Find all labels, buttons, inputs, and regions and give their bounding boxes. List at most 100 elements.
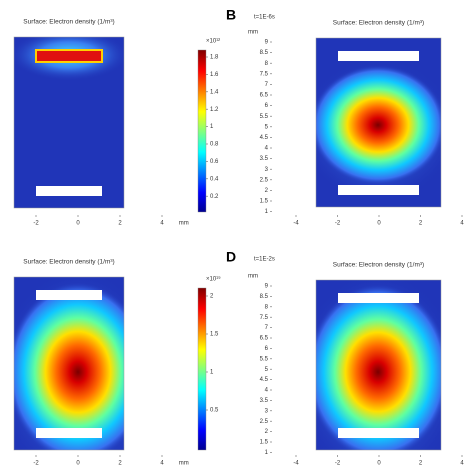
y-tick-label: 8.5 [260, 50, 269, 56]
y-tick-label: 6 [265, 103, 269, 109]
time-label: t=1E-2s [254, 257, 275, 263]
panel-title: Surface: Electron density (1/m³) [333, 20, 424, 27]
panel-title: Surface: Electron density (1/m³) [333, 262, 424, 269]
y-tick-label: 2 [265, 429, 269, 435]
surface-plot [316, 280, 441, 450]
electrode [338, 428, 419, 438]
electrode [338, 185, 419, 195]
y-tick-label: 8.5 [260, 294, 269, 300]
colorbar-tick-label: 1 [210, 370, 214, 376]
x-tick-label: 0 [377, 461, 381, 467]
y-unit: mm [248, 30, 258, 36]
y-tick-label: 2 [265, 188, 269, 194]
panel-title: Surface: Electron density (1/m³) [23, 19, 114, 26]
density-core [14, 282, 124, 450]
electrode [338, 293, 419, 303]
y-tick-label: 6 [265, 346, 269, 352]
y-tick-label: 3 [265, 408, 269, 414]
y-tick-label: 7 [265, 82, 269, 88]
colorbar-tick-label: 2 [210, 294, 214, 300]
x-tick-label: -4 [293, 461, 299, 467]
x-unit: mm [179, 461, 189, 467]
panel: Surface: Electron density (1/m³) D t=1E-2s… [226, 249, 464, 467]
colorbar-tick-label: 1.4 [210, 89, 219, 95]
y-tick-label: 3.5 [260, 156, 269, 162]
x-tick-label: 2 [419, 461, 423, 467]
colorbar-tick-label: 1.6 [210, 72, 219, 78]
colorbar-tick-label: 0.2 [210, 194, 219, 200]
x-tick-label: 0 [76, 221, 80, 227]
panel: Surface: Electron density (1/m³) -2 0 2 4 mm ×… [13, 259, 221, 467]
colorbar-exponent: ×10¹⁹ [206, 276, 221, 283]
x-tick-label: -2 [335, 221, 341, 227]
y-tick-label: 2.5 [260, 419, 269, 425]
plot-frame [13, 276, 125, 451]
panel: Surface: Electron density (1/m³) B t=1E-6s… [226, 7, 464, 227]
y-tick-label: 1 [265, 450, 269, 456]
x-tick-label: 4 [160, 461, 164, 467]
y-tick-label: 4.5 [260, 135, 269, 141]
colorbar-tick-label: 0.8 [210, 142, 219, 148]
time-label: t=1E-6s [254, 15, 275, 21]
electrode [338, 51, 419, 61]
x-tick-label: 4 [160, 221, 164, 227]
y-tick-label: 4 [265, 388, 269, 394]
x-tick-label: 0 [377, 221, 381, 227]
x-tick-label: -2 [335, 461, 341, 467]
y-tick-label: 3 [265, 167, 269, 173]
x-tick-label: 4 [460, 461, 464, 467]
surface-plot [14, 277, 124, 450]
density-core [316, 65, 441, 185]
x-tick-label: -2 [33, 461, 39, 467]
y-tick-label: 8 [265, 304, 269, 310]
electrode [35, 49, 103, 63]
surface-plot [14, 37, 124, 208]
plot-frame [315, 37, 442, 208]
colorbar-tick-label: 1.2 [210, 107, 219, 113]
colorbar-tick-label: 0.6 [210, 159, 219, 165]
x-tick-label: 2 [118, 221, 122, 227]
y-tick-label: 9 [265, 40, 269, 46]
colorbar-tick-label: 0.5 [210, 408, 219, 414]
x-tick-label: -2 [33, 221, 39, 227]
colorbar [197, 287, 207, 451]
density-core [316, 284, 441, 450]
y-tick-label: 6.5 [260, 93, 269, 99]
plot-frame [315, 279, 442, 451]
electrode [36, 186, 102, 196]
y-tick-label: 7.5 [260, 71, 269, 77]
x-tick-label: 2 [419, 221, 423, 227]
y-tick-label: 2.5 [260, 177, 269, 183]
electrode [36, 428, 102, 438]
y-tick-label: 1.5 [260, 440, 269, 446]
colorbar-tick-label: 1 [210, 124, 214, 130]
x-unit: mm [179, 221, 189, 227]
panel: Surface: Electron density (1/m³) -2 0 2 4 mm ×… [13, 19, 220, 227]
y-tick-label: 6.5 [260, 336, 269, 342]
colorbar-tick-label: 1.8 [210, 55, 219, 61]
y-tick-label: 7 [265, 325, 269, 331]
x-tick-label: 0 [76, 461, 80, 467]
y-tick-label: 4 [265, 146, 269, 152]
y-tick-label: 7.5 [260, 315, 269, 321]
x-tick-label: 2 [118, 461, 122, 467]
y-unit: mm [248, 274, 258, 280]
colorbar-exponent: ×10¹² [206, 39, 220, 45]
y-tick-label: 5 [265, 367, 269, 373]
colorbar-tick-label: 0.4 [210, 176, 219, 182]
x-tick-label: 4 [460, 221, 464, 227]
colorbar [197, 49, 207, 213]
plot-frame [13, 36, 125, 209]
y-tick-label: 5.5 [260, 356, 269, 362]
surface-plot [316, 38, 441, 207]
y-tick-label: 5.5 [260, 114, 269, 120]
panel-title: Surface: Electron density (1/m³) [23, 259, 114, 266]
y-tick-label: 1 [265, 209, 269, 215]
panel-letter: D [226, 249, 236, 265]
y-tick-label: 8 [265, 61, 269, 67]
y-tick-label: 9 [265, 284, 269, 290]
electrode [36, 290, 102, 300]
x-tick-label: -4 [293, 221, 299, 227]
colorbar-tick-label: 1.5 [210, 332, 219, 338]
